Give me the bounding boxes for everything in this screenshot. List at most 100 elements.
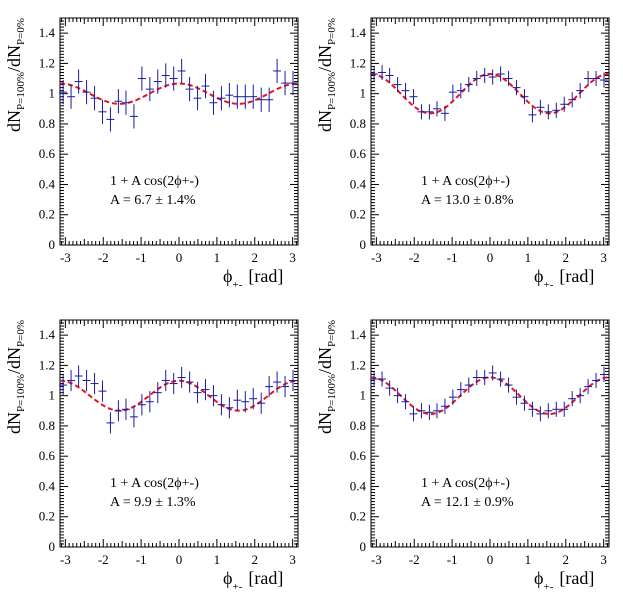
panel-1-data-point	[265, 87, 274, 112]
panel-1-data-point	[129, 104, 138, 129]
panel-4-ylabel-sub1: P=100%	[326, 374, 338, 412]
panel-3-data-point	[209, 385, 218, 407]
panel-3-ylabel-sub2: P=0%	[15, 320, 27, 347]
panel-2: -3 -2 -1 0 1 2 3 0 0.2 0.4 0.6 0.8 1 1.2 1.4 dNP=100%/d…	[315, 17, 610, 291]
panel-2-data-point	[544, 104, 553, 120]
panel-1-ytick-label: 0.8	[39, 116, 55, 131]
panel-1-data-point	[82, 80, 91, 105]
panel-4-data-point	[592, 372, 601, 389]
panel-3-data-point	[233, 389, 242, 411]
panel-2-xtick-label: -3	[371, 250, 382, 265]
panel-3-ytick-label: 0.2	[39, 509, 55, 524]
panel-3-xlabel-unit: [rad]	[248, 568, 283, 588]
panel-4-data-point	[504, 377, 513, 393]
panel-1-data-point	[121, 90, 130, 115]
panel-3-data-point	[169, 372, 178, 395]
panel-3-xtick-label: -1	[136, 552, 147, 567]
panel-3-data-point	[185, 371, 194, 393]
panel-1-data-point	[145, 77, 154, 102]
panel-2-ytick-label: 0.2	[350, 207, 366, 222]
panel-3-data-point	[289, 369, 297, 392]
panel-1-data-point	[209, 90, 218, 115]
panel-1-ytick-label: 1.2	[39, 55, 55, 70]
panel-3-data-point	[59, 374, 68, 396]
panel-2-xtick-label: 1	[525, 250, 532, 265]
panel-1-xtick-label: 3	[289, 250, 296, 265]
panel-3-data-point	[161, 369, 170, 392]
panel-1-data-point	[201, 73, 210, 99]
panel-2-frame	[370, 17, 610, 246]
panel-1-data-point	[193, 86, 202, 111]
panel-2-xtick-label: 3	[600, 250, 607, 265]
panel-4-fit-curve	[370, 376, 610, 415]
panel-4-xlabel-sub: +-	[543, 581, 553, 593]
panel-2-fit-result: A = 13.0 ± 0.8%	[421, 193, 514, 208]
panel-2-data-point	[560, 96, 569, 112]
panel-2-data-point	[472, 70, 481, 87]
panel-4-data-point	[552, 401, 561, 417]
panel-4-data-point	[456, 382, 465, 398]
panel-1-data-point	[161, 63, 170, 88]
panel-1-fit-result: A = 6.7 ± 1.4%	[110, 193, 196, 208]
panel-2-xlabel-unit: [rad]	[559, 266, 594, 286]
panel-2-ytick-label: 0.6	[350, 146, 367, 161]
panel-3-data-point	[241, 391, 250, 413]
panel-2-data-point	[584, 70, 593, 87]
panel-3-data-point	[114, 400, 123, 422]
panel-1-xlabel: ϕ+- [rad]	[223, 266, 283, 291]
panel-1-xtick-label: 1	[214, 250, 221, 265]
panel-2-xtick-label: -2	[409, 250, 420, 265]
panel-3-ylabel-slash: /dN	[4, 347, 24, 374]
panel-1-xtick-label: -2	[98, 250, 109, 265]
panel-4-ylabel-sub2: P=0%	[326, 320, 338, 347]
panel-1-data-point	[257, 87, 266, 112]
panel-1-data-point	[74, 69, 83, 94]
panel-4-data-point	[448, 389, 457, 405]
panel-2-ylabel-slash: /dN	[315, 45, 335, 72]
panel-3-data-point	[98, 380, 107, 402]
panel-4-data-point	[432, 403, 441, 419]
panel-3-data-point	[106, 412, 115, 434]
panel-2-data-point	[448, 84, 457, 100]
panel-2-data-point	[528, 107, 537, 123]
panel-4: -3 -2 -1 0 1 2 3 0 0.2 0.4 0.6 0.8 1 1.2 1.4 dNP=100%/d…	[315, 319, 610, 593]
panel-3-ytick-label: 1.4	[39, 327, 56, 342]
panel-4-data-point	[520, 395, 529, 411]
panel-2-data-point	[568, 92, 577, 108]
panel-3-xtick-label: -3	[60, 552, 71, 567]
panel-4-xtick-label: 3	[600, 552, 607, 567]
panel-3-ytick-label: 1	[49, 388, 56, 403]
panel-2-ylabel: dNP=100%/dNP=0%	[315, 18, 338, 132]
panel-1-ylabel: dNP=100%/dNP=0%	[4, 18, 27, 132]
panel-3-xtick-label: 2	[252, 552, 259, 567]
panel-3-data-point	[201, 379, 210, 401]
panel-2-data-point	[496, 66, 505, 82]
panel-4-ylabel-main: dN	[315, 412, 335, 434]
panel-4-data-point	[401, 394, 410, 410]
panel-4-xlabel: ϕ+- [rad]	[534, 568, 594, 593]
panel-3-data-point	[281, 375, 290, 398]
panel-2-ylabel-sub2: P=0%	[326, 18, 338, 45]
panel-1: -3 -2 -1 0 1 2 3 0 0.2 0.4 0.6 0.8 1 1.2 1.4 dNP=100%/d…	[4, 17, 299, 291]
panel-1-xtick-label: -3	[60, 250, 71, 265]
panel-2-ytick-label: 1.4	[350, 25, 367, 40]
panel-4-data-point	[393, 388, 402, 404]
panel-4-xtick-label: 1	[525, 552, 532, 567]
panel-2-xlabel: ϕ+- [rad]	[534, 266, 594, 291]
panel-1-data-point	[98, 99, 107, 124]
panel-4-data-point	[370, 371, 379, 387]
panel-3-xlabel: ϕ+- [rad]	[223, 568, 283, 593]
panel-2-data-point	[417, 104, 426, 120]
panel-4-ytick-label: 0.6	[350, 448, 367, 463]
panel-1-data-point	[185, 77, 194, 102]
panel-1-ytick-label: 0.4	[39, 176, 56, 191]
panel-3-data-point	[90, 372, 99, 395]
panel-2-data-point	[425, 104, 434, 120]
panel-4-data-point	[544, 403, 553, 419]
panel-4-xlabel-unit: [rad]	[559, 568, 594, 588]
panel-4-data-point	[488, 365, 497, 381]
panel-2-data-point	[552, 102, 561, 118]
panel-3-xlabel-sub: +-	[232, 581, 242, 593]
panel-1-data-point	[281, 70, 290, 96]
